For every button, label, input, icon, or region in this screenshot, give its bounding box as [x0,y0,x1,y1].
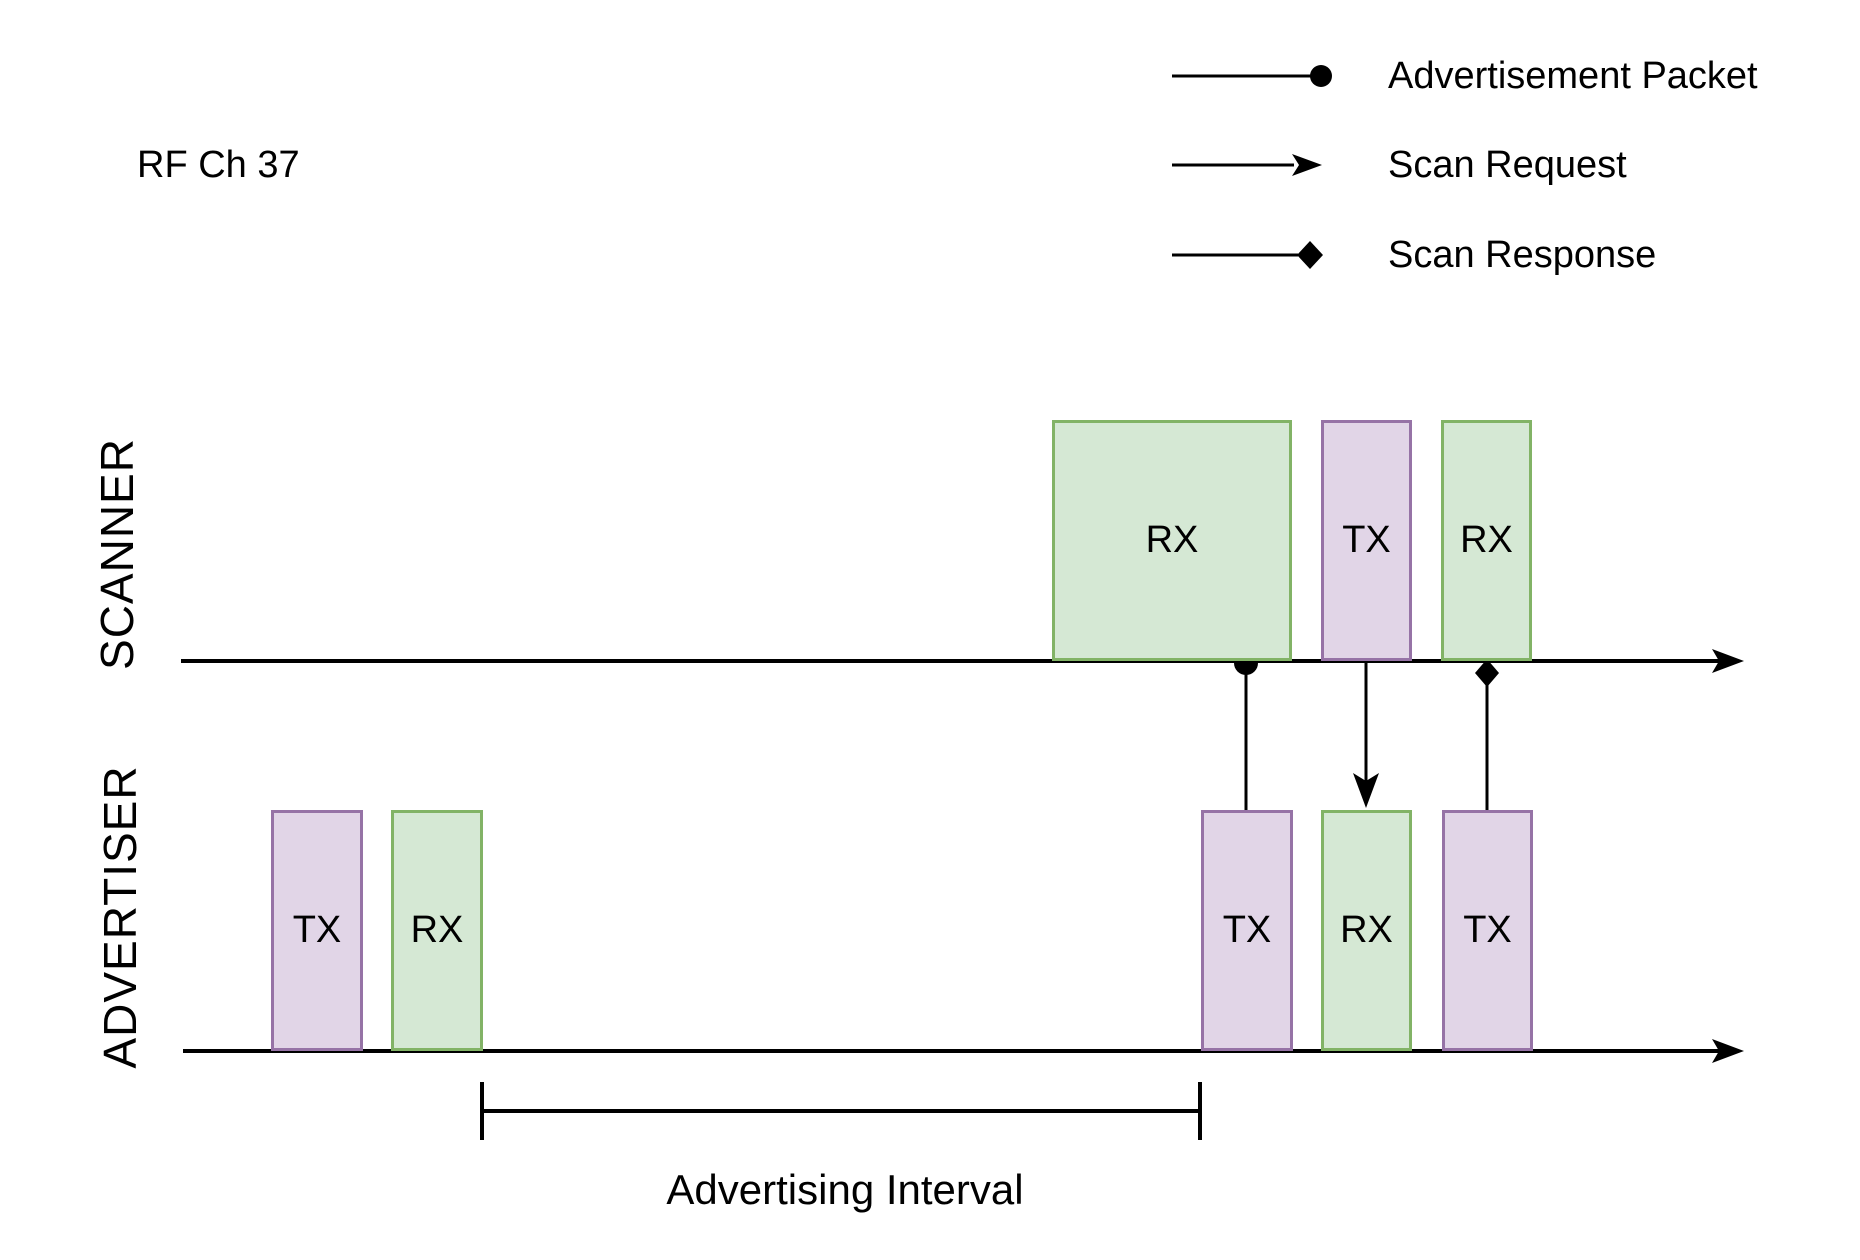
legend-label-scan-request: Scan Request [1388,144,1627,186]
box-label: TX [292,909,342,951]
arrow-marker-icon [1353,773,1379,808]
advertiser-lane-label: ADVERTISER [94,765,146,1069]
advertiser-tx-box-3: TX [1442,810,1533,1051]
box-label: RX [1145,519,1199,561]
diamond-marker-icon [1297,241,1323,269]
box-label: RX [410,909,464,951]
scanner-rx-window-box: RX [1052,420,1292,661]
advertiser-rx-box-2: RX [1321,810,1412,1051]
legend-advertisement-packet-symbol [1172,65,1332,87]
legend-label-advertisement-packet: Advertisement Packet [1388,55,1758,97]
advertising-interval-label: Advertising Interval [666,1166,1024,1213]
arrow-marker-icon [1292,154,1322,176]
legend-scan-response-symbol [1172,241,1323,269]
scanner-rx-box: RX [1441,420,1532,661]
rf-channel-label: RF Ch 37 [137,144,300,186]
advertiser-timeline-arrowhead-icon [1712,1039,1744,1063]
scanner-tx-box: TX [1321,420,1412,661]
scanner-lane-label: SCANNER [91,438,143,670]
advertising-interval-bracket [480,1082,1202,1140]
scanner-timeline-arrowhead-icon [1712,649,1744,673]
advertiser-tx-box-2: TX [1201,810,1293,1051]
box-label: TX [1463,909,1512,951]
box-label: TX [1342,519,1391,561]
scan-request-connector [1353,661,1379,808]
circle-marker-icon [1310,65,1332,87]
diamond-marker-icon [1475,659,1499,687]
legend-label-scan-response: Scan Response [1388,234,1657,276]
legend-scan-request-symbol [1172,154,1322,176]
box-label: RX [1460,519,1513,561]
advertiser-tx-box-1: TX [271,810,363,1051]
box-label: RX [1340,909,1393,951]
advertiser-rx-box-1: RX [391,810,483,1051]
box-label: TX [1222,909,1272,951]
scan-response-connector [1475,659,1499,810]
advertisement-packet-connector [1234,651,1258,810]
